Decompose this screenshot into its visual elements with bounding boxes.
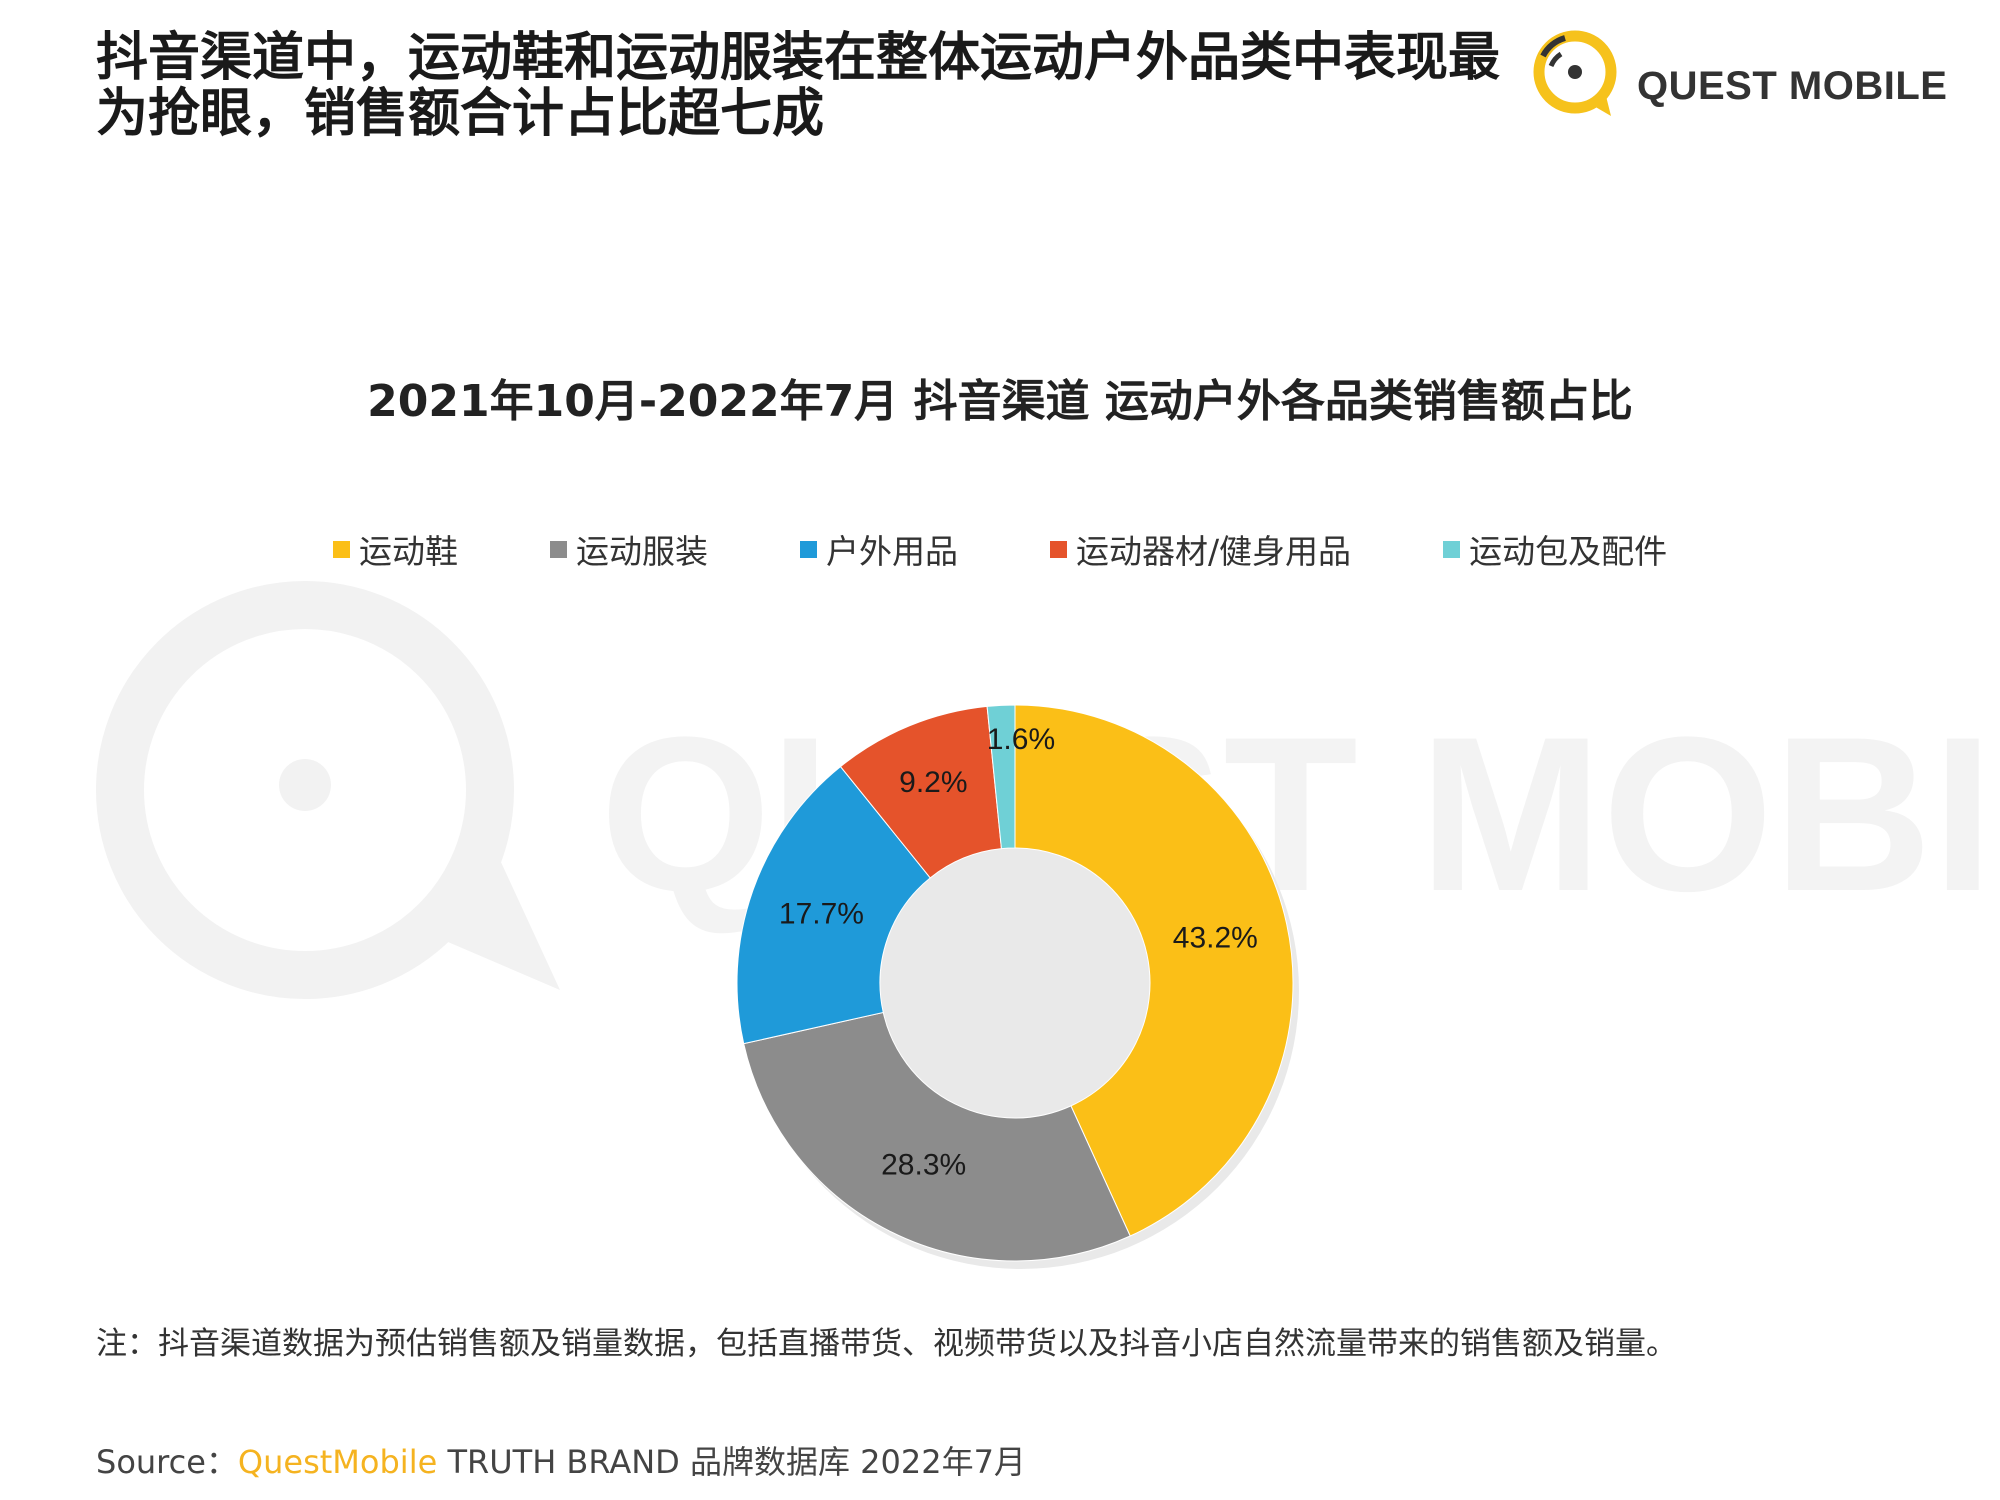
- chart-legend: 运动鞋 运动服装 户外用品 运动器材/健身用品 运动包及配件: [0, 525, 2000, 573]
- slice-shoes: [1014, 704, 1294, 1237]
- legend-label: 运动鞋: [358, 532, 458, 571]
- data-label: 28.3%: [881, 1148, 966, 1181]
- source-line: Source：QuestMobile TRUTH BRAND 品牌数据库 202…: [96, 1437, 1026, 1483]
- source-brand: QuestMobile: [237, 1443, 438, 1481]
- legend-label: 户外用品: [825, 532, 958, 571]
- slice-outdoor: [736, 765, 931, 1045]
- legend-label: 运动服装: [575, 532, 708, 571]
- data-label: 17.7%: [779, 897, 864, 930]
- legend-item-apparel: 运动服装: [549, 525, 708, 573]
- legend-swatch: [1443, 540, 1461, 558]
- legend-swatch: [1049, 540, 1067, 558]
- data-label: 9.2%: [899, 766, 967, 799]
- logo-mark-icon: [1533, 30, 1617, 116]
- footnote: 注：抖音渠道数据为预估销售额及销量数据，包括直播带货、视频带货以及抖音小店自然流…: [96, 1326, 1677, 1362]
- legend-swatch: [549, 540, 567, 558]
- slice-bags: [986, 704, 1016, 850]
- data-label: 43.2%: [1173, 921, 1258, 954]
- chart-title: 2021年10月-2022年7月 抖音渠道 运动户外各品类销售额占比: [367, 376, 1633, 427]
- legend-item-bags: 运动包及配件: [1443, 525, 1667, 573]
- data-label: 1.6%: [987, 723, 1055, 756]
- legend-swatch: [799, 540, 817, 558]
- page-headline: 抖音渠道中，运动鞋和运动服装在整体运动户外品类中表现最为抢眼，销售额合计占比超七…: [96, 28, 1501, 144]
- logo-text: QUEST MOBILE: [1637, 64, 1948, 108]
- legend-label: 运动包及配件: [1469, 532, 1668, 571]
- legend-swatch: [332, 540, 350, 558]
- legend-item-shoes: 运动鞋: [332, 525, 458, 573]
- source-prefix: Source：: [96, 1443, 238, 1481]
- questmobile-logo: QUEST MOBILE: [1525, 26, 1948, 122]
- legend-item-equipment: 运动器材/健身用品: [1049, 525, 1352, 573]
- slice-apparel: [743, 1011, 1131, 1262]
- legend-label: 运动器材/健身用品: [1075, 532, 1352, 571]
- source-rest: TRUTH BRAND 品牌数据库 2022年7月: [437, 1443, 1026, 1481]
- legend-item-outdoor: 户外用品: [799, 525, 958, 573]
